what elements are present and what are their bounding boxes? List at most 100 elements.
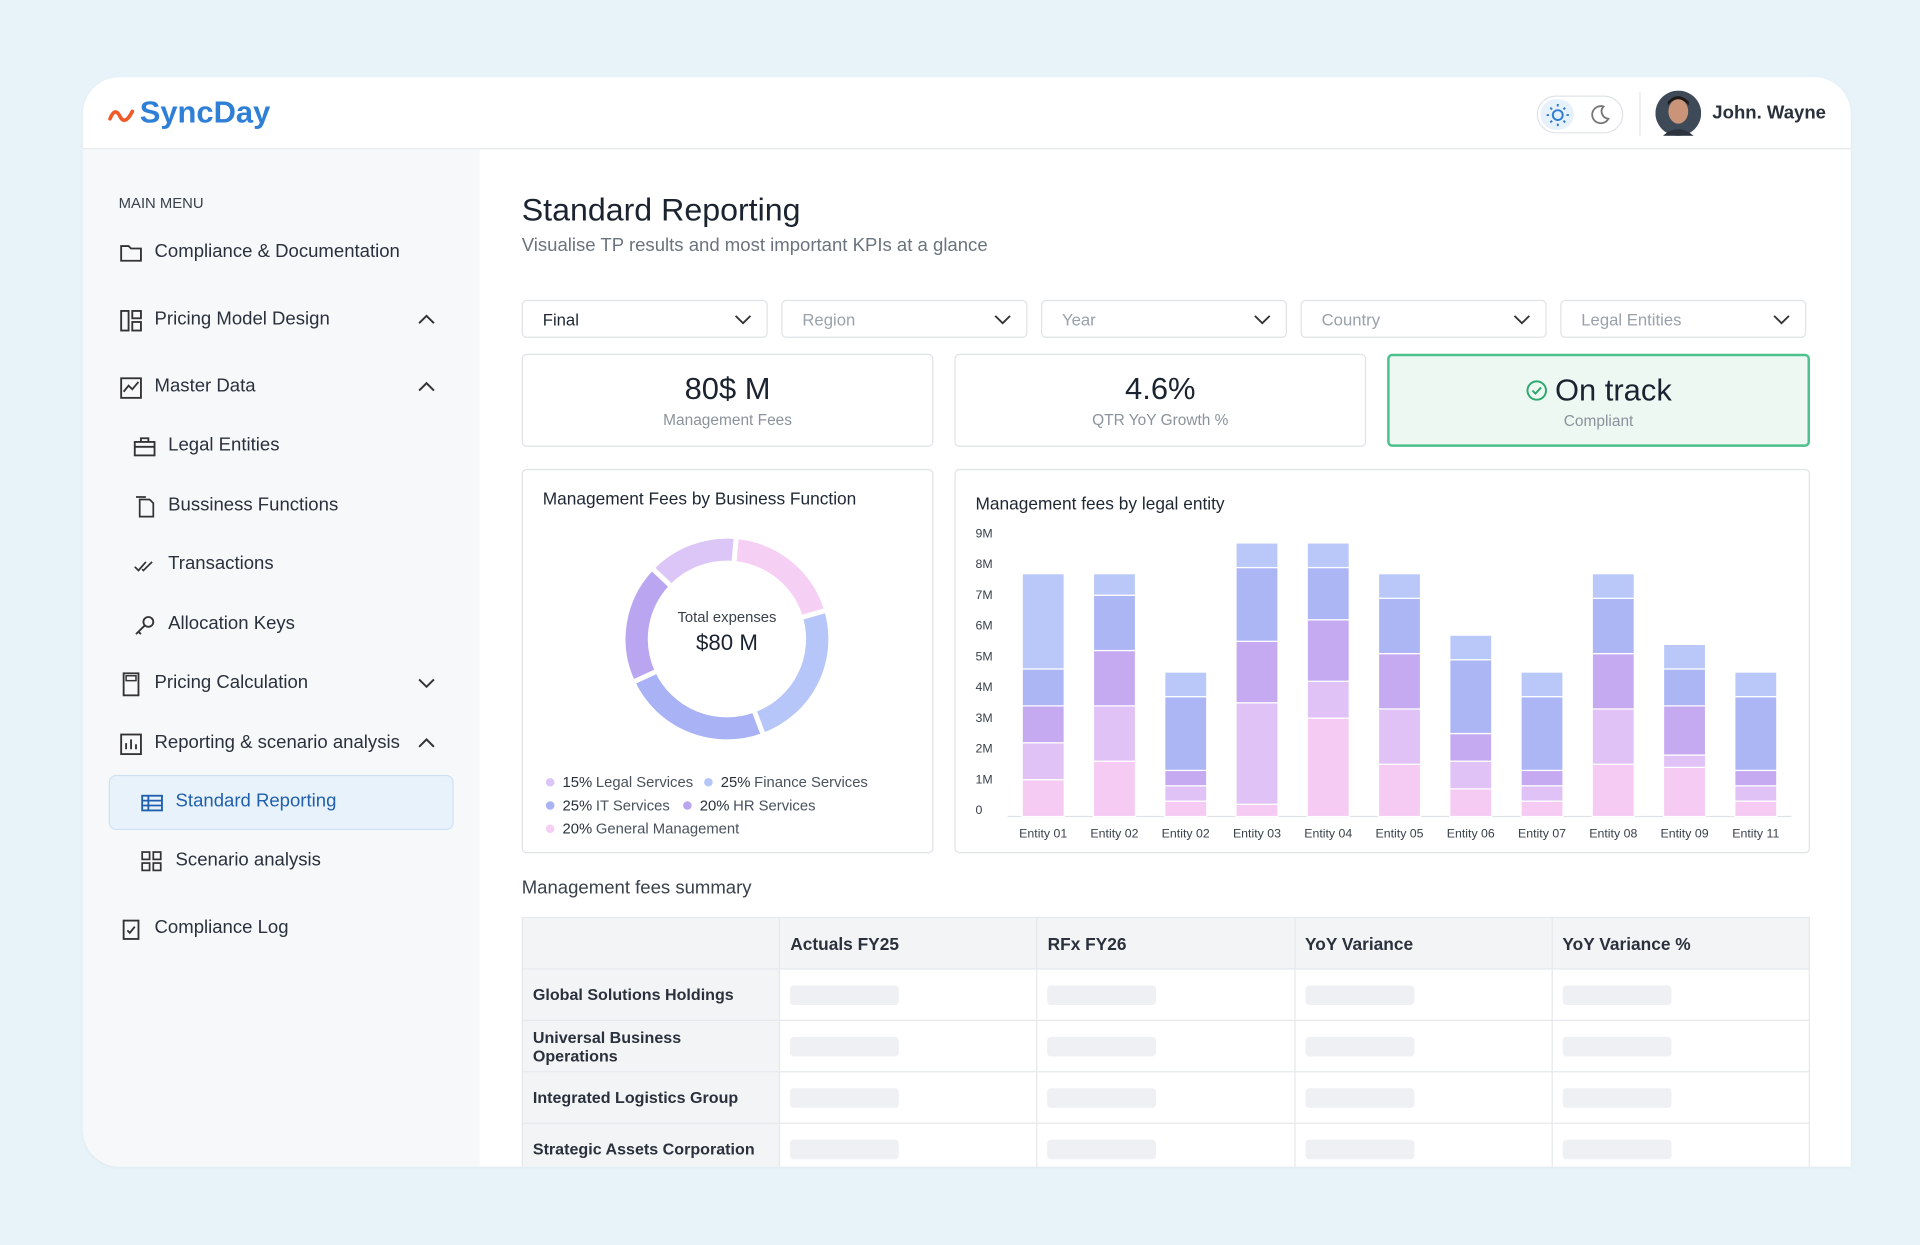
bar-segment bbox=[1235, 702, 1279, 805]
table-row: Global Solutions Holdings bbox=[521, 968, 1810, 1021]
bar-segment bbox=[1520, 785, 1564, 802]
briefcase-icon bbox=[133, 437, 156, 457]
bar-segment bbox=[1591, 597, 1635, 655]
y-tick-label: 9M bbox=[975, 526, 992, 540]
filter-dropdown[interactable]: Final bbox=[521, 299, 768, 338]
x-tick-label: Entity 02 bbox=[1162, 826, 1210, 840]
menu-item-active[interactable]: Standard Reporting bbox=[141, 791, 336, 812]
moon-icon[interactable] bbox=[1587, 103, 1612, 127]
bar-segment bbox=[1662, 754, 1707, 768]
active-item-bg[interactable] bbox=[108, 774, 454, 831]
skeleton-placeholder bbox=[1305, 1139, 1414, 1159]
table-icon bbox=[141, 794, 163, 812]
y-tick-label: 6M bbox=[975, 619, 992, 633]
kpi-card-status: On track Compliant bbox=[1387, 353, 1810, 447]
header-cell bbox=[521, 916, 781, 970]
menu-item[interactable]: Compliance & Documentation bbox=[120, 241, 400, 262]
legend-value: 25% bbox=[563, 798, 593, 814]
bar-chart-icon bbox=[120, 733, 142, 756]
skeleton-placeholder bbox=[790, 1087, 900, 1108]
legend-label: IT Services bbox=[596, 798, 670, 814]
bar-segment bbox=[1591, 573, 1635, 599]
header-cell: YoY Variance % bbox=[1551, 916, 1810, 970]
skeleton-placeholder bbox=[1305, 984, 1414, 1005]
donut-chart: Management Fees by Business Function Tota… bbox=[543, 488, 868, 837]
menu-item[interactable]: Master Data bbox=[120, 376, 435, 399]
table-row: Universal Business Operations bbox=[521, 1019, 1810, 1073]
menu-item[interactable]: Pricing Model Design bbox=[120, 308, 435, 332]
header-cell: RFx FY26 bbox=[1036, 916, 1296, 970]
legend-dot bbox=[545, 777, 555, 787]
menu-item[interactable]: Compliance Log bbox=[122, 917, 289, 940]
chart-title: Management Fees by Business Function bbox=[543, 488, 857, 508]
x-tick-label: Entity 02 bbox=[1090, 826, 1138, 840]
chevron-up[interactable] bbox=[418, 313, 435, 325]
table-cell bbox=[1036, 1122, 1296, 1167]
bar-segment bbox=[1092, 760, 1137, 818]
bar-segment bbox=[1164, 769, 1208, 787]
bar-segment bbox=[1734, 800, 1778, 818]
table-cell bbox=[1293, 1019, 1553, 1073]
bar-segment bbox=[1021, 705, 1065, 744]
chevron-up[interactable] bbox=[418, 737, 435, 749]
filter-dropdown[interactable]: Year bbox=[1040, 299, 1288, 338]
folder-icon bbox=[120, 245, 142, 262]
bar-segment bbox=[1021, 742, 1065, 781]
theme-toggle[interactable] bbox=[1536, 95, 1624, 134]
bar-segment bbox=[1377, 573, 1422, 599]
table-cell bbox=[1293, 1122, 1553, 1167]
y-tick-label: 7M bbox=[975, 588, 992, 602]
chevron-down[interactable] bbox=[418, 677, 435, 689]
y-tick-label: 8M bbox=[975, 557, 992, 571]
menu-label: Compliance & Documentation bbox=[154, 241, 400, 262]
y-tick-label: 5M bbox=[975, 649, 992, 663]
x-tick-label: Entity 07 bbox=[1518, 826, 1566, 840]
bar-segment bbox=[1377, 708, 1422, 765]
table-cell bbox=[779, 1019, 1038, 1073]
menu-item[interactable]: Legal Entities bbox=[133, 435, 279, 457]
filter-dropdown[interactable]: Legal Entities bbox=[1560, 299, 1807, 338]
chevron-down bbox=[1254, 315, 1271, 325]
filter-dropdown[interactable]: Region bbox=[781, 299, 1028, 338]
menu-item[interactable]: Transactions bbox=[134, 553, 274, 574]
chart-title: Management fees by legal entity bbox=[975, 493, 1225, 513]
menu-item[interactable]: Bussiness Functions bbox=[135, 495, 338, 518]
skeleton-placeholder bbox=[1305, 1036, 1414, 1056]
bar-segment bbox=[1235, 566, 1279, 642]
kpi-card: 4.6% QTR YoY Growth % bbox=[954, 353, 1367, 447]
menu-item[interactable]: Pricing Calculation bbox=[122, 672, 435, 697]
bar-segment bbox=[1734, 696, 1778, 772]
filter-dropdown[interactable]: Country bbox=[1300, 299, 1547, 338]
bar-segment bbox=[1235, 803, 1279, 818]
bar-segment bbox=[1662, 643, 1707, 670]
y-tick-label: 4M bbox=[975, 680, 992, 694]
x-tick-label: Entity 11 bbox=[1732, 826, 1779, 840]
header-cell: YoY Variance bbox=[1293, 916, 1553, 970]
kpi-value: 80$ M bbox=[684, 372, 771, 407]
avatar[interactable] bbox=[1655, 90, 1702, 136]
bar-segment bbox=[1449, 659, 1493, 735]
center-label: Total expenses bbox=[678, 610, 777, 626]
user-name[interactable]: John. Wayne bbox=[1712, 102, 1827, 124]
y-tick-label: 2M bbox=[975, 742, 992, 756]
table: Actuals FY25 RFx FY26 YoY Variance YoY Vari… bbox=[521, 916, 1810, 1167]
bar-segment bbox=[1591, 763, 1635, 818]
bar-segment bbox=[1377, 597, 1422, 655]
table-cell bbox=[1036, 968, 1296, 1021]
clipboard-icon bbox=[122, 919, 140, 940]
chevron-up[interactable] bbox=[418, 381, 435, 393]
layout-icon bbox=[120, 310, 142, 332]
table-cell bbox=[1551, 968, 1810, 1021]
bar-segment bbox=[1092, 649, 1137, 707]
bar-card: Management fees by legal entity 0 1M 2M 3M 4M… bbox=[954, 468, 1810, 854]
menu-item[interactable]: Allocation Keys bbox=[135, 613, 295, 635]
kpi-value: On track bbox=[1390, 373, 1808, 409]
row-label: Global Solutions Holdings bbox=[521, 968, 781, 1021]
menu-item[interactable]: Reporting & scenario analysis bbox=[120, 732, 435, 756]
menu-label: Scenario analysis bbox=[175, 849, 321, 871]
menu-item[interactable]: Scenario analysis bbox=[141, 849, 321, 872]
bar-segment bbox=[1520, 800, 1564, 818]
donut-segment bbox=[620, 564, 676, 686]
x-tick-label: Entity 03 bbox=[1233, 826, 1281, 840]
